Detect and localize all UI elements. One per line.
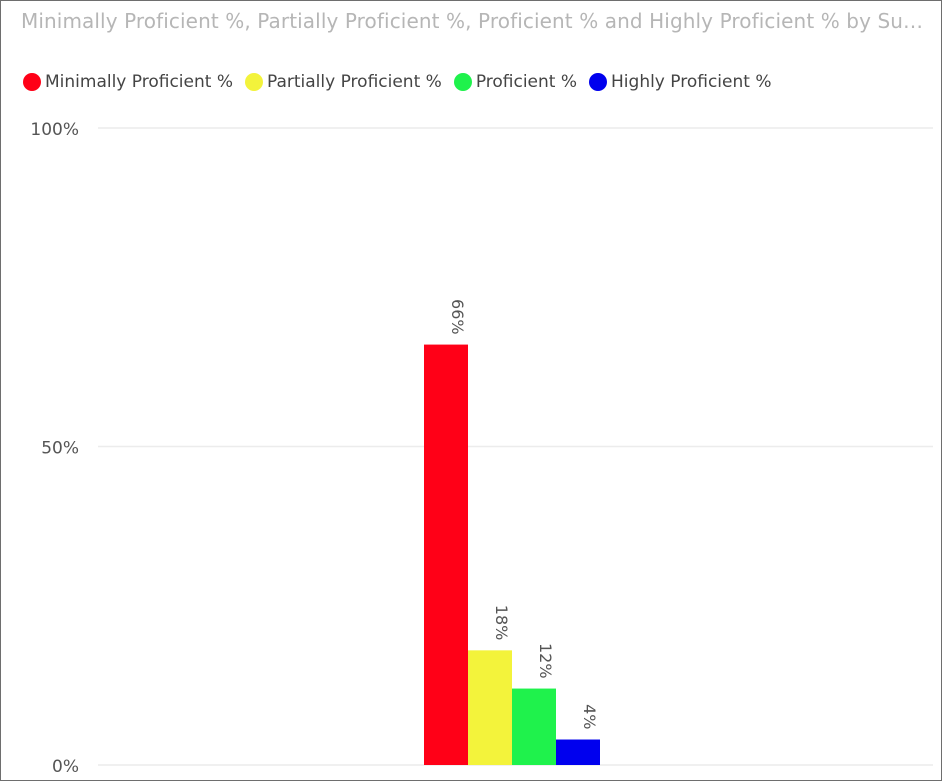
bar-3[interactable] xyxy=(556,739,600,765)
legend-item-partially-proficient[interactable]: Partially Proficient % xyxy=(244,72,442,92)
data-label: 18% xyxy=(492,605,511,641)
y-tick-label: 0% xyxy=(52,757,79,777)
y-tick-label: 50% xyxy=(41,439,79,459)
legend-item-highly-proficient[interactable]: Highly Proficient % xyxy=(589,72,771,92)
legend-swatch-highly-proficient xyxy=(589,73,608,91)
data-label: 66% xyxy=(448,299,467,335)
legend-swatch-minimally-proficient xyxy=(23,73,41,91)
bar-1[interactable] xyxy=(468,650,512,765)
y-tick-label: 100% xyxy=(30,120,79,140)
legend-label-partially-proficient: Partially Proficient % xyxy=(266,72,442,92)
bar-0[interactable] xyxy=(424,344,468,765)
legend-label-highly-proficient: Highly Proficient % xyxy=(611,72,772,92)
bar-2[interactable] xyxy=(512,688,556,765)
legend-item-proficient[interactable]: Proficient % xyxy=(453,72,578,92)
data-label: 12% xyxy=(536,643,555,679)
legend-swatch-partially-proficient xyxy=(244,73,263,91)
chart-legend: Minimally Proficient % Partially Profici… xyxy=(23,69,783,95)
legend-label-minimally-proficient: Minimally Proficient % xyxy=(45,72,233,92)
legend-swatch-proficient xyxy=(453,73,472,91)
data-label: 4% xyxy=(580,704,599,729)
legend-label-proficient: Proficient % xyxy=(475,72,578,92)
legend-item-minimally-proficient[interactable]: Minimally Proficient % xyxy=(23,72,233,92)
